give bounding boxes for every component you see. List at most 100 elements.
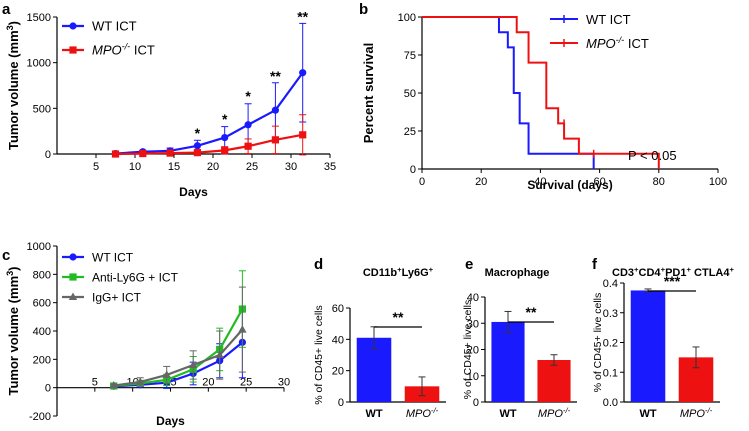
data-point: [111, 150, 120, 158]
x-tick-label: 20: [202, 377, 214, 389]
legend-label-name: MPO: [586, 36, 616, 51]
chart-title: CD11b+Ly6G+: [363, 265, 434, 280]
chart-title-part: Ly6G: [402, 267, 429, 279]
category-label: WT: [639, 408, 656, 420]
x-axis-label: Days: [179, 185, 208, 199]
legend-label-suffix: ICT: [624, 36, 649, 51]
y-tick-label: 200: [33, 354, 51, 366]
category-label: MPO-/-: [406, 406, 439, 421]
legend-label: Anti-Ly6G + ICT: [92, 271, 179, 285]
x-tick-label: 20: [207, 161, 219, 173]
series-line: [115, 72, 304, 155]
panel-label-e: e: [465, 256, 473, 273]
significance-marker: ***: [664, 273, 681, 289]
y-tick-label: 0: [45, 149, 51, 161]
chart-title-part: CD11b: [363, 267, 398, 279]
category-label-name: MPO: [538, 408, 564, 420]
legend-label: MPO-/- ICT: [92, 42, 155, 58]
series-2: [109, 286, 247, 389]
x-tick-label: 10: [129, 161, 141, 173]
y-tick-label: 40: [467, 292, 479, 304]
y-axis-label-part-1: 3: [5, 25, 15, 30]
panel-label-d: d: [314, 256, 323, 273]
significance-marker: *: [245, 88, 251, 104]
legend: WT ICT MPO-/- ICT: [550, 12, 649, 51]
panel-b-survival-chart: 0 25 50 75 100 0 20 40 60 80 100 Survival (days) Per…: [361, 12, 727, 192]
y-tick-label: 0: [473, 397, 479, 409]
data-point: [299, 131, 307, 139]
chart-title-part: Macrophage: [485, 267, 550, 279]
significance-marker: **: [526, 304, 537, 320]
y-tick-label: 100: [398, 12, 416, 24]
legend-marker: [69, 46, 77, 54]
x-tick-label: 5: [92, 377, 98, 389]
survival-curve-1: [422, 16, 660, 169]
y-tick-label: 60: [332, 303, 344, 315]
y-tick-label: -200: [29, 411, 51, 423]
y-tick-label: 0.2: [603, 338, 618, 350]
significance-marker: **: [270, 68, 281, 84]
y-axis-label: % of CD45+ live cells: [592, 293, 604, 393]
data-point: [221, 146, 229, 154]
y-tick-label: 1500: [27, 12, 51, 24]
y-axis-label-part-0: Tumor volume (mm: [6, 30, 21, 150]
significance-marker: **: [297, 9, 308, 25]
data-point: [244, 121, 252, 129]
y-tick-label: 600: [33, 298, 51, 310]
y-tick-label: 20: [467, 345, 479, 357]
data-point: [193, 149, 201, 157]
legend-label: WT ICT: [92, 19, 137, 34]
category-label: WT: [499, 408, 516, 420]
series-line: [113, 328, 244, 387]
panel-e-macrophage-bar-chart: 0 10 20 30 40 WT MPO-/- ** Macrophage % of CD45+ …: [462, 267, 577, 420]
chart-title-sup: +: [661, 265, 666, 274]
x-tick-label: 5: [93, 161, 99, 173]
y-axis-label: Tumor volume (mm3): [5, 21, 21, 150]
data-point: [244, 142, 252, 150]
y-tick-label: 10: [467, 371, 479, 383]
data-point: [166, 149, 174, 157]
legend-label: WT ICT: [92, 251, 134, 265]
category-label-sup: -/-: [431, 406, 439, 415]
y-tick-label: 0.4: [603, 278, 618, 290]
category-label-name: MPO: [406, 408, 432, 420]
significance-marker: **: [393, 309, 404, 325]
category-label-name: MPO: [680, 408, 706, 420]
data-point: [189, 360, 198, 368]
legend-label-suffix: ICT: [130, 43, 155, 58]
significance-marker: *: [195, 125, 201, 141]
category-label-sup: -/-: [563, 406, 571, 415]
x-tick-label: 30: [278, 377, 290, 389]
data-point: [271, 136, 279, 144]
legend-label-name: WT ICT: [92, 251, 134, 265]
y-tick-label: 50: [404, 88, 416, 100]
y-tick-label: 20: [332, 366, 344, 378]
legend: WT ICT Anti-Ly6G + ICT IgG+ ICT: [62, 251, 179, 305]
chart-title-part: CD4: [639, 267, 662, 279]
series-line: [113, 308, 244, 388]
significance-marker: *: [222, 111, 228, 127]
chart-title-part: CTLA4: [691, 267, 730, 279]
y-axis-label: % of CD45+ live cells: [462, 300, 474, 400]
y-axis-label: Tumor volume (mm3): [5, 266, 21, 395]
legend-label-name: IgG+ ICT: [92, 291, 142, 305]
y-tick-label: 400: [33, 326, 51, 338]
panel-f-cd3-cd4-pd1-ctla4-bar-chart: 0.00.10.20.30.4WT MPO-/-***CD3+CD4+PD1+ C…: [592, 265, 734, 421]
category-label-name: WT: [499, 408, 516, 420]
category-label: WT: [365, 408, 382, 420]
y-axis-label-part-0: Tumor volume (mm: [6, 276, 21, 396]
x-tick-label: 0: [419, 176, 425, 188]
legend-label-sup: -/-: [616, 35, 625, 45]
y-axis-label-part-1: 3: [5, 271, 15, 276]
y-tick-label: 40: [332, 334, 344, 346]
data-point: [136, 377, 145, 385]
y-tick-label: 0: [338, 397, 344, 409]
y-tick-label: 800: [33, 269, 51, 281]
panel-a-tumor-volume-chart: 0 500 1000 1500 5 10 15 20 25 30 35 Days Tumor volum…: [5, 9, 336, 199]
bar-1: [537, 360, 571, 402]
y-tick-label: 500: [33, 103, 51, 115]
y-tick-label: 0.0: [603, 397, 618, 409]
chart-title-sup: +: [686, 265, 691, 274]
